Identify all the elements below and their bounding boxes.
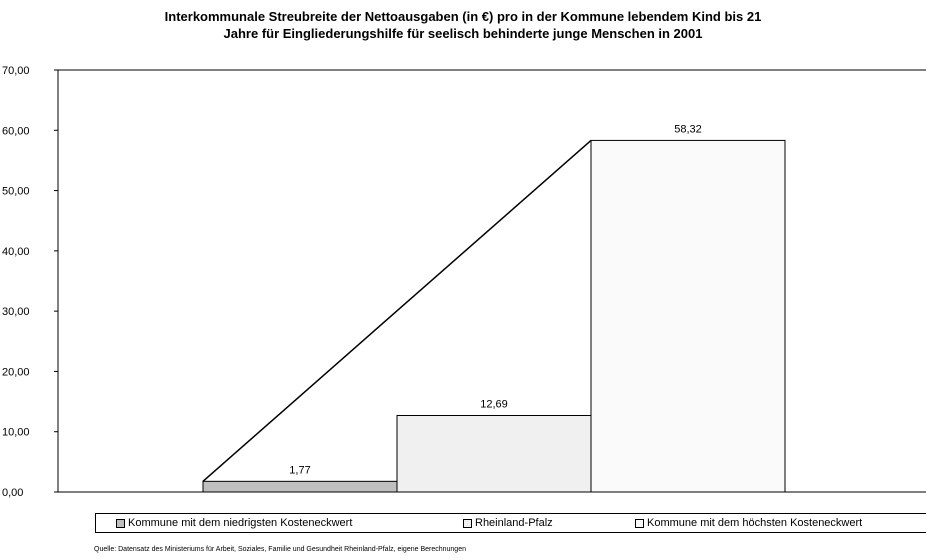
y-tick-label: 50,00: [2, 186, 30, 198]
bar-1: [396, 414, 592, 493]
legend: Kommune mit dem niedrigsten Kosteneckwer…: [95, 513, 926, 533]
bar-0: [202, 480, 398, 493]
chart-title-line-1: Interkommunale Streubreite der Nettoausg…: [164, 9, 762, 24]
legend-swatch-state: [463, 518, 472, 528]
data-label-2: 58,32: [674, 123, 702, 135]
legend-item-state: Rheinland-Pfalz: [463, 517, 553, 529]
bar-2: [590, 139, 786, 493]
y-tick-label: 30,00: [2, 306, 30, 318]
y-tick-label: 70,00: [2, 65, 30, 77]
data-labels: 1,77 12,69 58,32: [289, 123, 701, 476]
chart-title-line-2: Jahre für Eingliederungshilfe für seelis…: [223, 26, 703, 41]
legend-label-state: Rheinland-Pfalz: [475, 517, 553, 529]
legend-item-lowest: Kommune mit dem niedrigsten Kosteneckwer…: [116, 517, 352, 529]
legend-swatch-lowest: [116, 518, 125, 528]
y-tick-label: 60,00: [2, 125, 30, 137]
y-tick-label: 20,00: [2, 366, 30, 378]
y-tick-label: 10,00: [2, 427, 30, 439]
legend-label-lowest: Kommune mit dem niedrigsten Kosteneckwer…: [128, 517, 353, 529]
connector-line: [202, 139, 592, 482]
bars: [202, 139, 786, 493]
chart-area: 0,0010,0020,0030,0040,0050,0060,0070,00 …: [2, 65, 926, 499]
data-label-1: 12,69: [480, 398, 508, 410]
data-label-0: 1,77: [289, 464, 310, 476]
legend-label-highest: Kommune mit dem höchsten Kosteneckwert: [647, 517, 863, 529]
source-note: Quelle: Datensatz des Ministeriums für A…: [94, 546, 466, 553]
chart-title: Interkommunale Streubreite der Nettoausg…: [0, 8, 926, 42]
legend-swatch-highest: [635, 518, 644, 528]
y-tick-label: 0,00: [2, 487, 23, 499]
y-tick-label: 40,00: [2, 246, 30, 258]
legend-item-highest: Kommune mit dem höchsten Kosteneckwert: [635, 517, 862, 529]
